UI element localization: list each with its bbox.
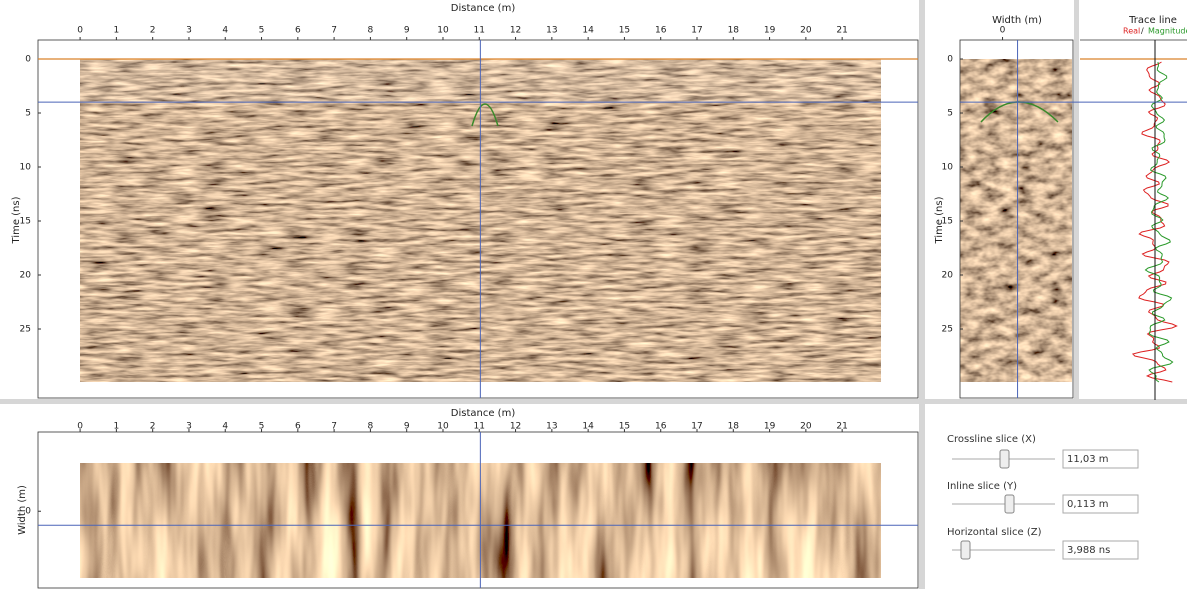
- x-tick-label: 20: [800, 26, 812, 36]
- x-tick-label: 12: [510, 26, 521, 36]
- slider-thumb[interactable]: [961, 541, 970, 559]
- y-tick-label: 0: [25, 55, 31, 65]
- x-tick-label: 13: [546, 26, 557, 36]
- slider-thumb[interactable]: [1005, 495, 1014, 513]
- x-tick-label: 11: [474, 26, 485, 36]
- x-tick-label: 6: [295, 26, 301, 36]
- x-tick-label: 2: [150, 26, 156, 36]
- y-tick-label: 0: [947, 55, 953, 65]
- x-tick-label: 9: [404, 26, 410, 36]
- y-tick-label: 25: [942, 324, 953, 334]
- x-tick-label: 19: [764, 26, 776, 36]
- y-tick-label: 5: [947, 109, 953, 119]
- control-label: Inline slice (Y): [947, 481, 1017, 492]
- divider: [0, 399, 1187, 404]
- y-tick-label: 10: [20, 163, 32, 173]
- axis-title: Distance (m): [451, 3, 516, 14]
- x-tick-label: 21: [836, 26, 847, 36]
- y-tick-label: 15: [942, 216, 953, 226]
- trace-title: Trace line: [1128, 15, 1177, 26]
- x-tick-label: 7: [331, 26, 337, 36]
- x-tick-label: 1: [114, 26, 120, 36]
- x-tick-label: 4: [222, 26, 228, 36]
- y-tick-label: 25: [20, 324, 31, 334]
- control-label: Crossline slice (X): [947, 434, 1036, 445]
- axis-title: Width (m): [992, 15, 1042, 26]
- x-tick-label: 18: [728, 26, 740, 36]
- x-tick-label: 16: [655, 26, 667, 36]
- x-tick-label: 0: [77, 26, 83, 36]
- y-tick-label: 5: [25, 109, 31, 119]
- y-tick-label: 15: [20, 216, 31, 226]
- viewer: Distance (m) Time (ns) Distance (m) Widt…: [0, 0, 1187, 589]
- control-value: 3,988 ns: [1067, 545, 1110, 556]
- control-value: 0,113 m: [1067, 499, 1109, 510]
- y-tick-label: 20: [942, 270, 954, 280]
- y-tick-label: 20: [20, 270, 32, 280]
- legend-magnitude: Magnitude: [1148, 27, 1187, 36]
- trace-wiggle: [1146, 62, 1173, 382]
- control-value: 11,03 m: [1067, 454, 1109, 465]
- x-tick-label: 5: [259, 26, 265, 36]
- x-tick-label: 14: [582, 26, 594, 36]
- control-label: Horizontal slice (Z): [947, 527, 1042, 538]
- y-tick-label: 0: [25, 507, 31, 517]
- divider: [919, 0, 925, 589]
- x-tick-label: 17: [691, 26, 702, 36]
- x-tick-label: 8: [368, 26, 374, 36]
- section-image: [960, 59, 1072, 382]
- x-tick-label: 0: [1000, 26, 1006, 36]
- slider-thumb[interactable]: [1000, 450, 1009, 468]
- legend-separator: /: [1141, 27, 1144, 36]
- y-tick-label: 10: [942, 163, 954, 173]
- x-tick-label: 3: [186, 26, 192, 36]
- x-tick-label: 10: [437, 26, 449, 36]
- x-tick-label: 15: [619, 26, 630, 36]
- axis-title: Distance (m): [451, 408, 516, 419]
- divider: [1074, 0, 1079, 400]
- legend-real: Real: [1123, 27, 1140, 36]
